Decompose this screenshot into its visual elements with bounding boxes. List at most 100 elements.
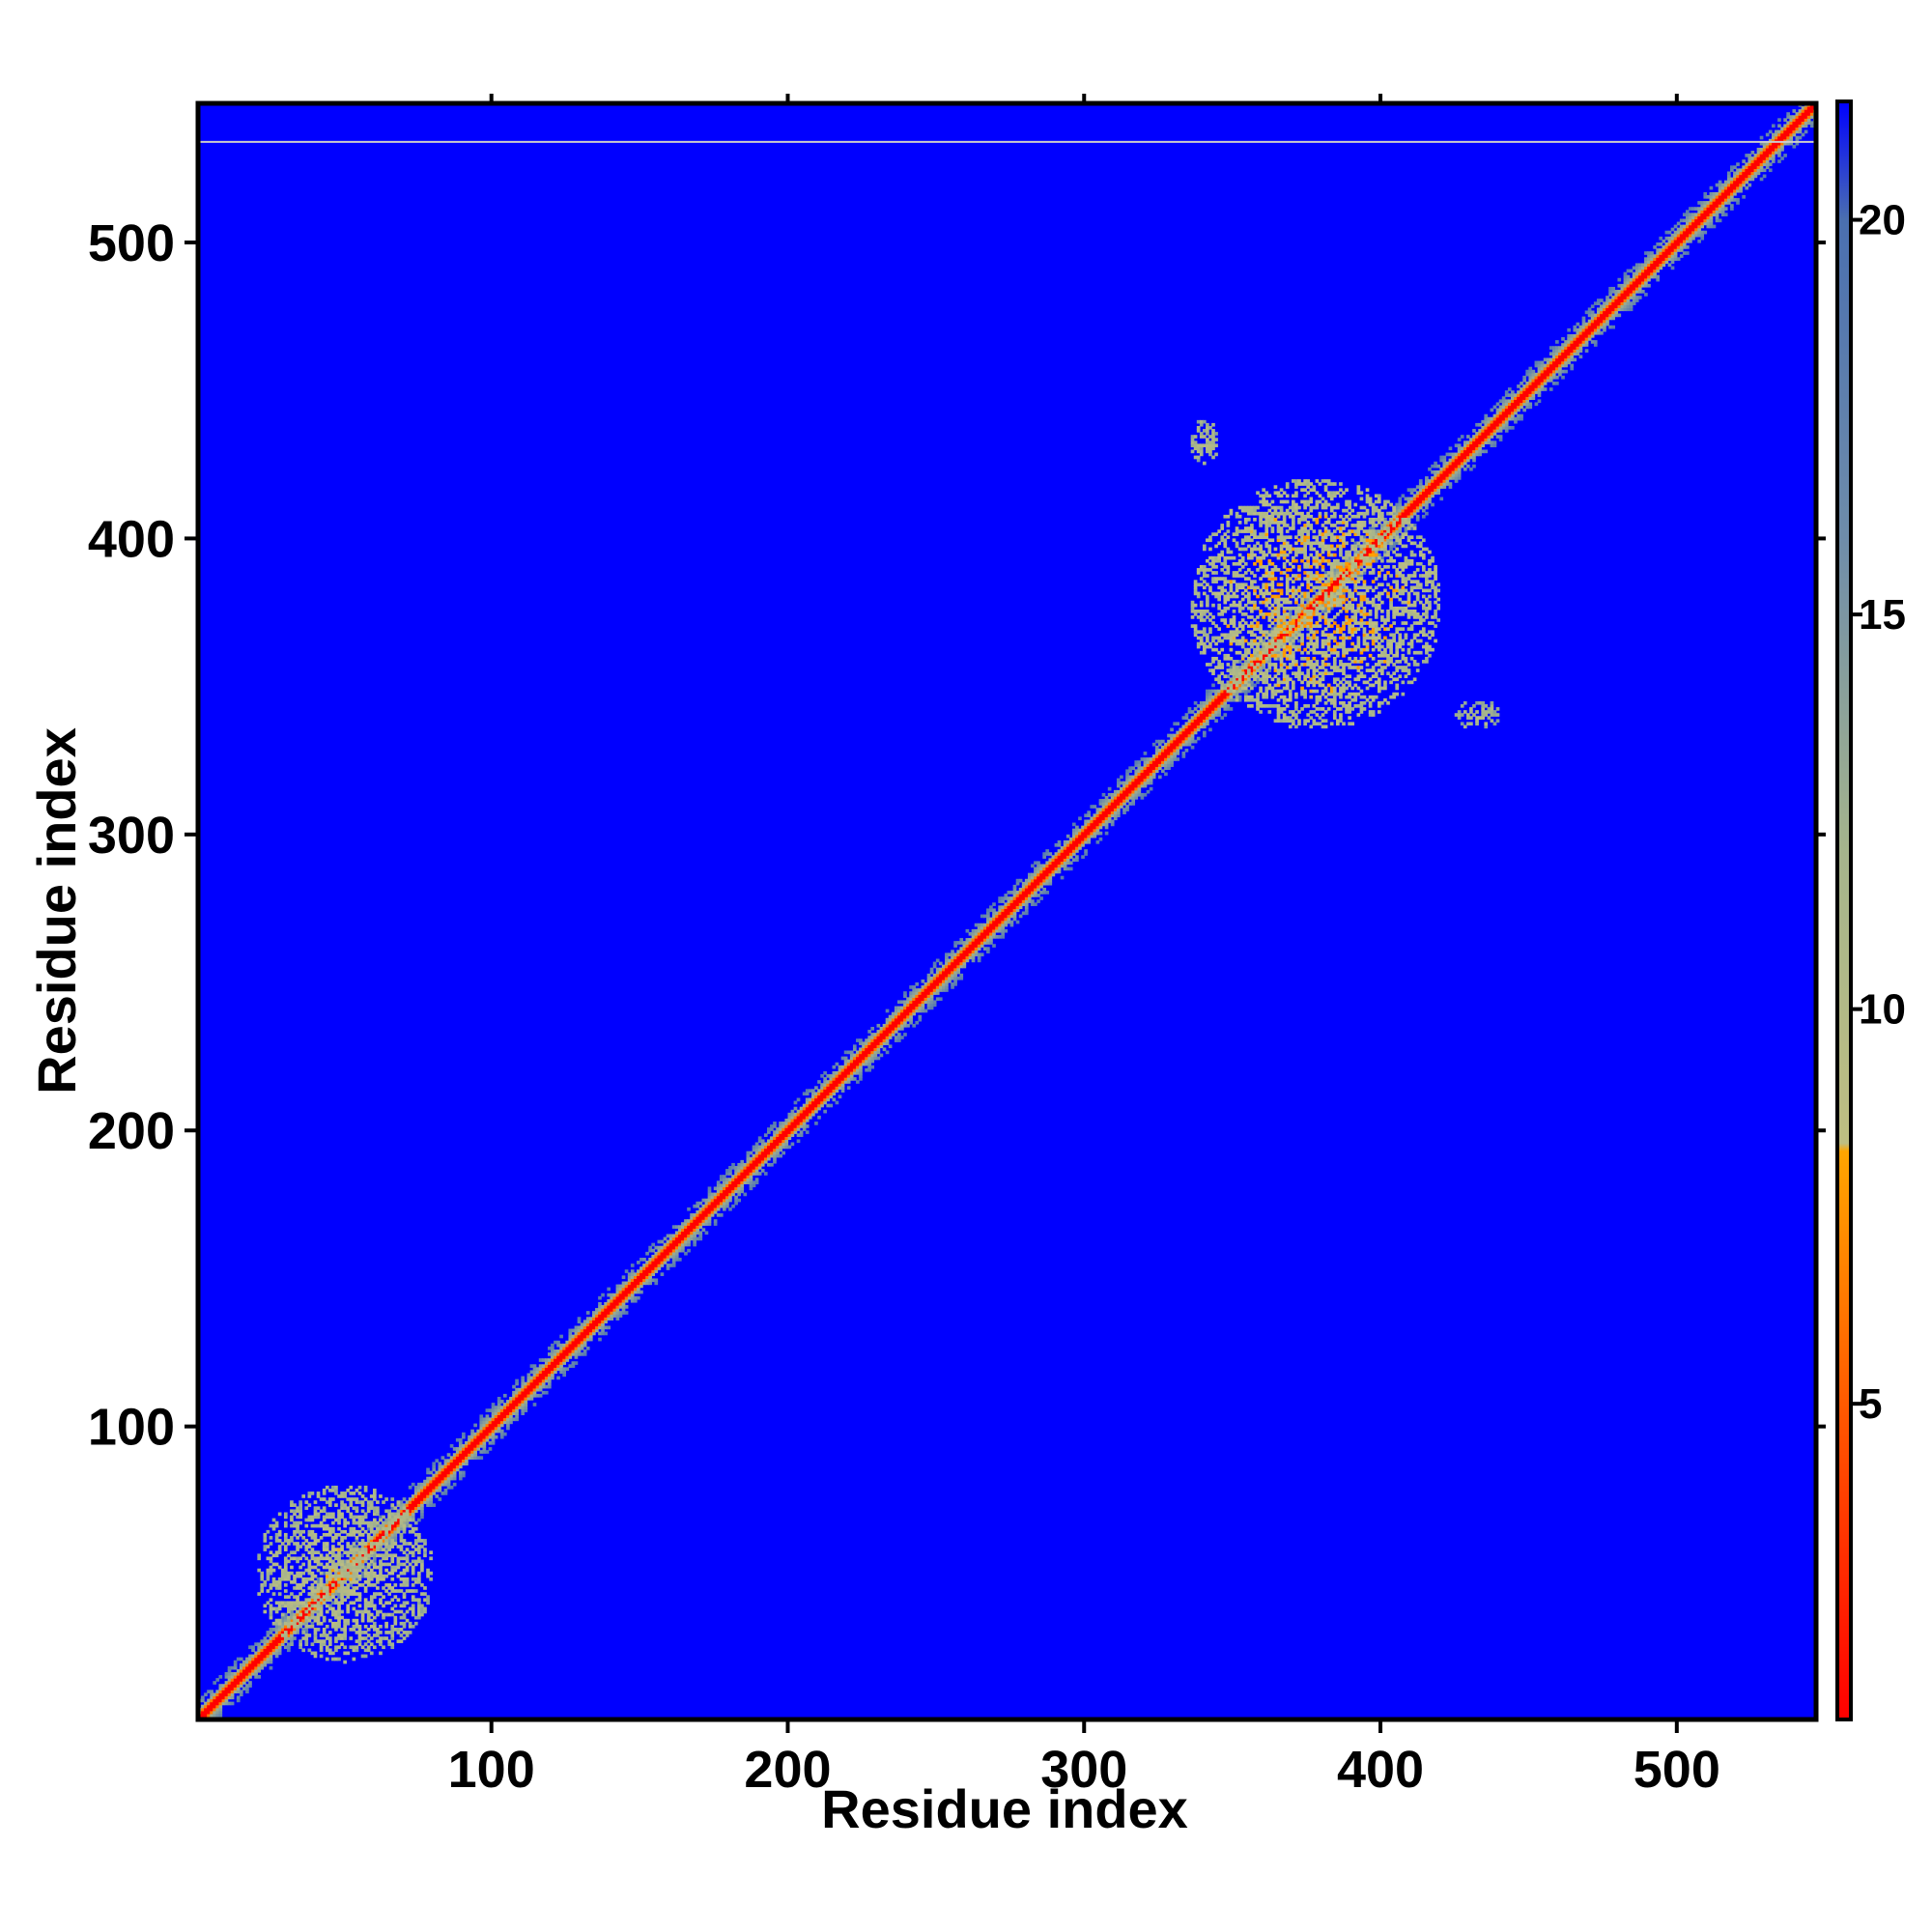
heatmap-cell xyxy=(506,1403,510,1406)
heatmap-cell xyxy=(1321,603,1325,608)
heatmap-cell xyxy=(1543,369,1548,374)
heatmap-cell xyxy=(429,1476,433,1481)
heatmap-cell xyxy=(411,1503,415,1507)
heatmap-cell xyxy=(592,1331,596,1336)
heatmap-cell xyxy=(953,976,957,980)
heatmap-cell xyxy=(1498,438,1503,441)
heatmap-cell xyxy=(1374,555,1378,560)
heatmap-cell xyxy=(1504,425,1509,430)
heatmap-cell xyxy=(1237,683,1242,688)
heatmap-cell xyxy=(716,1183,721,1188)
heatmap-cell xyxy=(1371,538,1376,543)
heatmap-cell xyxy=(1548,369,1553,374)
heatmap-cell xyxy=(1004,905,1009,910)
heatmap-cell xyxy=(1578,340,1583,344)
heatmap-cell xyxy=(491,1426,496,1431)
heatmap-cell xyxy=(621,1275,626,1280)
heatmap-cell xyxy=(408,1515,412,1520)
heatmap-cell xyxy=(1149,757,1153,761)
heatmap-cell xyxy=(923,985,928,989)
heatmap-cell xyxy=(956,964,961,969)
heatmap-cell xyxy=(1576,349,1580,353)
heatmap-cell xyxy=(945,985,949,989)
heatmap-cell xyxy=(1564,352,1568,356)
heatmap-cell xyxy=(885,1009,890,1013)
heatmap-cell xyxy=(870,1026,875,1031)
heatmap-cell xyxy=(1469,446,1473,451)
heatmap-cell xyxy=(971,944,976,948)
heatmap-cell xyxy=(215,1678,220,1682)
heatmap-cell xyxy=(515,1390,519,1395)
heatmap-cell xyxy=(452,1462,457,1466)
heatmap-cell xyxy=(906,1011,910,1016)
heatmap-cell xyxy=(1445,461,1450,466)
heatmap-cell xyxy=(360,1545,365,1548)
heatmap-cell xyxy=(1220,689,1225,694)
heatmap-cell xyxy=(1048,858,1053,863)
heatmap-cell xyxy=(1522,387,1526,391)
heatmap-cell xyxy=(408,1506,412,1511)
heatmap-cell xyxy=(512,1397,516,1401)
heatmap-cell xyxy=(215,1692,220,1697)
heatmap-cell xyxy=(1054,843,1059,847)
heatmap-cell xyxy=(1501,416,1506,421)
heatmap-cell xyxy=(1196,727,1201,732)
heatmap-cell xyxy=(1484,435,1489,439)
heatmap-cell xyxy=(998,911,1002,916)
heatmap-cell xyxy=(1140,766,1145,771)
heatmap-cell xyxy=(443,1464,448,1469)
heatmap-cell xyxy=(1584,330,1589,335)
heatmap-cell xyxy=(945,970,949,975)
heatmap-cell xyxy=(1634,286,1639,291)
heatmap-cell xyxy=(1273,624,1278,628)
heatmap-cell xyxy=(512,1403,516,1406)
heatmap-cell xyxy=(894,1026,898,1031)
heatmap-cell xyxy=(1573,346,1577,350)
heatmap-cell xyxy=(304,1631,309,1634)
heatmap-cell xyxy=(1534,402,1539,407)
heatmap-cell xyxy=(1603,325,1606,329)
heatmap-cell xyxy=(1537,372,1542,377)
heatmap-cell xyxy=(1487,422,1492,427)
heatmap-cell xyxy=(817,1100,821,1105)
heatmap-cell xyxy=(734,1166,738,1170)
heatmap-cell xyxy=(746,1151,751,1155)
heatmap-cell xyxy=(607,1308,611,1312)
heatmap-cell xyxy=(615,1305,620,1309)
heatmap-cell xyxy=(1611,313,1615,318)
heatmap-cell xyxy=(696,1213,700,1217)
heatmap-cell xyxy=(242,1681,246,1685)
heatmap-cell xyxy=(835,1062,839,1066)
heatmap-cell xyxy=(465,1462,469,1466)
heatmap-cell xyxy=(843,1080,848,1084)
heatmap-cell xyxy=(671,1242,676,1247)
heatmap-cell xyxy=(1439,482,1444,486)
heatmap-cell xyxy=(1439,479,1444,483)
heatmap-cell xyxy=(1024,902,1029,906)
heatmap-cell xyxy=(319,1604,324,1608)
heatmap-cell xyxy=(654,1278,659,1283)
heatmap-cell xyxy=(1466,458,1470,463)
heatmap-cell xyxy=(982,925,987,930)
heatmap-cell xyxy=(998,920,1002,924)
heatmap-cell xyxy=(1075,834,1079,838)
heatmap-cell xyxy=(891,1017,895,1022)
heatmap-cell xyxy=(1223,695,1228,699)
heatmap-cell xyxy=(1098,810,1103,814)
heatmap-cell xyxy=(681,1222,685,1226)
heatmap-cell xyxy=(420,1500,424,1504)
heatmap-cell xyxy=(684,1242,688,1247)
heatmap-cell xyxy=(274,1631,279,1634)
heatmap-cell xyxy=(989,938,993,942)
heatmap-cell xyxy=(242,1662,246,1667)
heatmap-cell xyxy=(610,1314,614,1318)
heatmap-cell xyxy=(271,1648,276,1653)
heatmap-cell xyxy=(382,1539,385,1543)
heatmap-cell xyxy=(918,997,923,1002)
heatmap-cell xyxy=(1495,408,1500,412)
heatmap-cell xyxy=(829,1080,834,1084)
heatmap-cell xyxy=(713,1209,718,1214)
heatmap-cell xyxy=(867,1030,871,1034)
heatmap-cell xyxy=(604,1311,608,1315)
heatmap-cell xyxy=(521,1393,526,1398)
